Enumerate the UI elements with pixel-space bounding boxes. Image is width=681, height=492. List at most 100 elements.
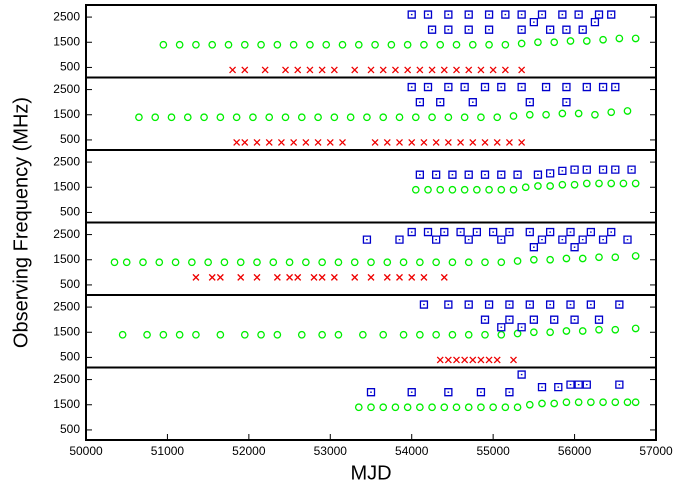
point [391, 66, 399, 74]
point [533, 170, 543, 179]
point [509, 185, 518, 194]
point [534, 38, 542, 47]
point [517, 39, 526, 48]
point [277, 138, 285, 146]
plot-area [110, 227, 640, 281]
point [444, 300, 453, 309]
point [241, 66, 249, 74]
point [574, 380, 583, 389]
point [371, 40, 379, 49]
point [395, 113, 404, 122]
point [143, 330, 151, 339]
point [371, 138, 379, 146]
point [387, 40, 396, 49]
point [452, 403, 461, 412]
point [383, 138, 391, 146]
point [456, 227, 465, 237]
point [440, 273, 448, 281]
point [253, 273, 261, 281]
point [485, 185, 493, 194]
point [253, 258, 261, 267]
point [529, 17, 539, 27]
point [477, 113, 485, 122]
point [497, 185, 506, 194]
point [464, 403, 473, 412]
point [481, 258, 489, 267]
point [529, 243, 539, 252]
point [476, 388, 486, 397]
x-axis-label: MJD [350, 462, 391, 484]
point [615, 34, 624, 43]
point [444, 25, 453, 34]
y-tick-label: 500 [60, 60, 80, 74]
point [472, 227, 482, 237]
point [444, 138, 452, 146]
point [224, 40, 233, 49]
point [395, 235, 404, 244]
y-tick-label: 1500 [53, 179, 80, 193]
point [448, 185, 457, 194]
point [484, 25, 494, 34]
point [237, 273, 245, 281]
point [351, 66, 359, 74]
point [444, 388, 453, 397]
point [440, 66, 448, 74]
point [611, 165, 620, 174]
point [562, 82, 571, 92]
y-tick-label: 500 [60, 422, 80, 436]
point [480, 82, 490, 92]
point [546, 255, 554, 264]
point [383, 258, 392, 267]
point [427, 25, 437, 34]
y-tick-label: 1500 [53, 34, 80, 48]
point [257, 40, 265, 49]
point [322, 40, 331, 49]
point [582, 37, 591, 45]
point [460, 113, 469, 122]
point [399, 330, 408, 339]
point [587, 398, 595, 407]
panel-frame [85, 4, 657, 79]
point [396, 273, 403, 281]
point [416, 258, 424, 267]
point [407, 227, 416, 237]
point [488, 227, 498, 237]
point [570, 243, 579, 252]
point [473, 185, 481, 194]
point [537, 382, 547, 392]
point [367, 66, 375, 74]
point [139, 258, 147, 267]
point [517, 323, 526, 332]
point [461, 356, 469, 364]
point [469, 356, 477, 364]
point [208, 40, 217, 49]
point [562, 254, 571, 263]
point [448, 170, 457, 179]
point [318, 66, 326, 74]
point [159, 330, 168, 339]
x-tick-label: 51000 [151, 444, 185, 458]
point [530, 255, 538, 264]
point [510, 356, 517, 364]
y-tick-label: 2500 [53, 299, 80, 313]
point [416, 403, 424, 412]
point [432, 330, 440, 339]
point [269, 258, 278, 267]
point [257, 330, 265, 339]
point [517, 370, 526, 379]
point [175, 40, 184, 49]
point [558, 180, 567, 189]
point [582, 380, 591, 389]
point [118, 330, 127, 339]
point [330, 113, 339, 122]
point [525, 300, 534, 309]
point [545, 169, 555, 178]
point [396, 138, 403, 146]
point [497, 170, 506, 179]
point [411, 113, 420, 122]
point [599, 398, 607, 407]
point [525, 98, 534, 107]
point [383, 273, 391, 281]
point [208, 273, 216, 281]
